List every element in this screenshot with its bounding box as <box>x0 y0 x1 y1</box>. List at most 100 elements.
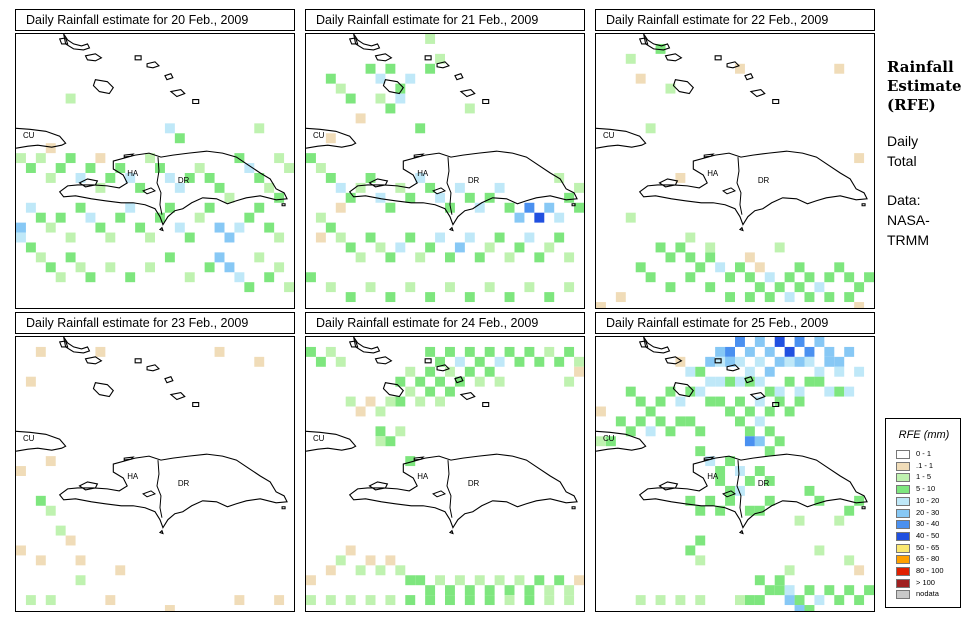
rain-cell <box>645 426 656 437</box>
rain-cell <box>244 163 255 173</box>
rain-cell <box>804 376 815 387</box>
rain-cell <box>774 356 785 367</box>
rain-cell <box>184 232 195 243</box>
rain-cell <box>665 252 676 263</box>
country-label-cu: CU <box>313 434 325 443</box>
rain-cell <box>514 356 525 367</box>
coastline-bahamas5 <box>436 61 450 69</box>
rain-cell <box>685 545 696 556</box>
rain-cell <box>135 182 146 193</box>
rain-cell <box>774 386 785 397</box>
coastline-bahamas4 <box>424 55 432 61</box>
rain-cell <box>385 595 396 606</box>
rain-cell <box>105 232 116 243</box>
rain-cell <box>234 272 245 283</box>
coastline-bahamas6 <box>164 376 174 384</box>
rain-cell <box>494 575 505 586</box>
rain-cell <box>445 585 455 596</box>
rain-cell <box>95 222 106 233</box>
rain-cell <box>854 153 865 164</box>
rain-cell <box>504 346 515 357</box>
coastline-saona <box>571 203 576 207</box>
rain-cell <box>625 53 636 64</box>
rain-cell <box>174 222 185 233</box>
coastline-bahamas1 <box>643 337 671 354</box>
coastline-caicos1 <box>749 392 766 401</box>
coastline-caicos2 <box>772 98 780 105</box>
legend-swatch <box>896 567 910 576</box>
rain-cell <box>754 356 765 367</box>
rain-cell <box>574 575 584 586</box>
rain-cell <box>65 93 76 104</box>
rain-cell <box>75 575 86 586</box>
rain-cell <box>754 466 765 476</box>
legend-label: 65 - 80 <box>916 554 940 564</box>
rain-cell <box>715 262 726 273</box>
rain-cell <box>45 262 56 273</box>
rain-cell <box>454 242 465 253</box>
coastline-inagua <box>382 79 405 95</box>
coastline-bahamas6 <box>454 73 464 81</box>
haiti-dr-border <box>156 460 163 518</box>
rain-cell <box>834 262 845 273</box>
rain-cell <box>325 172 336 183</box>
rain-cell <box>415 252 426 263</box>
legend-item: .1 - 1 <box>896 461 958 473</box>
legend-item: 50 - 65 <box>896 543 958 555</box>
legend-label: 80 - 100 <box>916 566 944 575</box>
rain-cell <box>164 172 175 183</box>
coastline-tortuga <box>703 153 715 158</box>
rain-cell <box>405 386 416 397</box>
rain-cell <box>685 416 696 427</box>
rain-cell <box>35 346 46 357</box>
rain-cell <box>115 565 126 576</box>
coastline-cuba <box>306 127 357 149</box>
rain-cell <box>764 292 775 303</box>
rain-cell <box>564 585 575 596</box>
rain-cell <box>284 282 294 293</box>
haiti-dr-border <box>446 460 453 518</box>
rain-cell <box>325 222 336 233</box>
rain-cell <box>355 565 366 576</box>
rain-cell <box>754 376 765 387</box>
rain-cell <box>596 302 606 308</box>
coastline-beata <box>158 529 164 535</box>
coastline-bahamas2 <box>348 37 359 45</box>
coastline-tortuga <box>123 153 135 158</box>
rain-cell <box>794 605 805 611</box>
rain-cell <box>494 376 505 387</box>
rain-cell <box>274 192 285 203</box>
coastline-bahamas3 <box>84 53 103 62</box>
rain-cell <box>474 575 485 586</box>
legend-swatch <box>896 520 910 530</box>
rain-cell <box>504 595 515 606</box>
coastline-tortuga <box>413 456 425 461</box>
rain-cell <box>534 252 545 263</box>
rain-cell <box>754 505 765 516</box>
coastline-saona <box>861 506 866 510</box>
country-label-dr: DR <box>758 176 770 185</box>
coastline-gonave <box>368 178 389 188</box>
coastline-caicos1 <box>459 392 476 401</box>
legend-label: 40 - 50 <box>916 530 940 540</box>
rain-cell <box>524 595 535 606</box>
rain-cell <box>35 153 46 164</box>
rainfall-map: CU HA DR <box>15 336 295 612</box>
rain-cell <box>435 575 445 586</box>
rain-cell <box>204 202 215 213</box>
rain-cell <box>244 282 255 293</box>
rain-cell <box>784 595 795 606</box>
rain-cell <box>514 575 525 586</box>
legend-item: 0 - 1 <box>896 449 958 461</box>
rain-cell <box>854 495 865 506</box>
panel-title: Daily Rainfall estimate for 25 Feb., 200… <box>595 312 875 334</box>
rain-cell <box>504 585 515 596</box>
rain-cell <box>544 242 555 253</box>
coastline-lake <box>142 490 157 498</box>
country-label-ha: HA <box>707 169 719 178</box>
rain-cell <box>844 555 855 566</box>
rain-cell <box>365 63 376 74</box>
rain-cell <box>484 346 495 357</box>
rain-cell <box>744 252 755 263</box>
rain-cell <box>615 292 626 303</box>
